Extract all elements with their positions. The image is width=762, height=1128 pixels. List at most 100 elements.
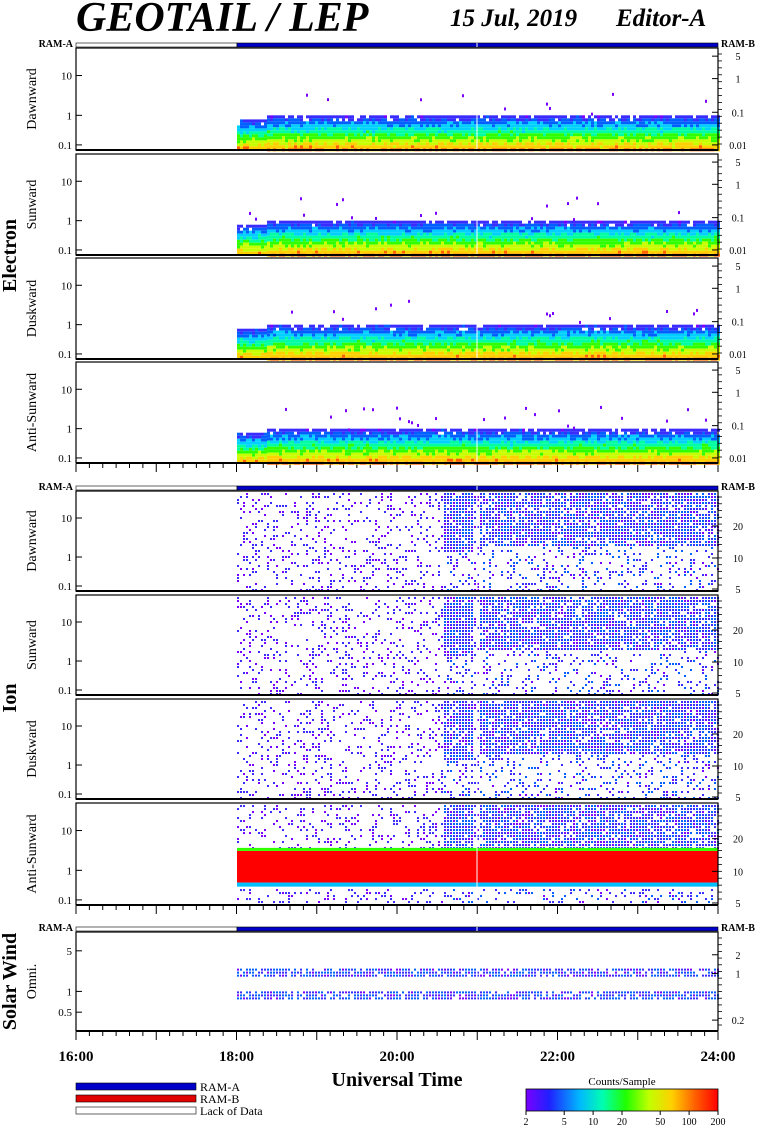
spectrogram-cell [252, 347, 255, 350]
spectrogram-cell [579, 139, 582, 142]
spectrogram-cell [300, 337, 303, 340]
spectrogram-cell [279, 248, 282, 251]
spectrogram-cell [441, 142, 444, 145]
spectrogram-cell [387, 227, 390, 230]
spectrogram-cell [426, 124, 429, 127]
spectrogram-cell [354, 245, 357, 248]
spectrogram-cell [549, 248, 552, 251]
spectrogram-cell [681, 227, 684, 230]
spectrogram-cell [360, 245, 363, 248]
spectrogram-cell [285, 331, 288, 334]
spectrogram-cell [360, 346, 363, 349]
spectrogram-cell [240, 231, 243, 234]
spectrogram-cell [339, 334, 342, 337]
spectrogram-cell [672, 127, 675, 130]
spectrogram-cell [306, 133, 309, 136]
spectrogram-cell [549, 245, 552, 248]
spectrogram-cell [585, 242, 588, 245]
spectrogram-cell [240, 347, 243, 350]
spectrogram-cell [282, 337, 285, 340]
spectrogram-cell [576, 127, 579, 130]
spectrogram-cell [318, 251, 321, 254]
spectrogram-cell [246, 228, 249, 231]
spectrogram-cell [336, 127, 339, 130]
spectrogram-cell [306, 230, 309, 233]
spectrogram-cell [384, 331, 387, 334]
spectrogram-cell [411, 233, 414, 236]
spectrogram-cell [612, 136, 615, 139]
spectrogram-cell [570, 115, 573, 118]
spectrogram-cell [252, 353, 255, 356]
spectrogram-cell [408, 236, 411, 239]
spectrogram-cell [558, 224, 561, 227]
spectrogram-cell [252, 335, 255, 338]
spectrogram-cell [240, 146, 243, 149]
spectrogram-cell [402, 121, 405, 124]
spectrogram-cell [309, 133, 312, 136]
spectrogram-cell [417, 145, 420, 148]
spectrogram-cell [684, 221, 687, 224]
spectrogram-cell [468, 340, 471, 343]
spectrogram-cell [306, 124, 309, 127]
spectrogram-cell [525, 245, 528, 248]
spectrogram-cell [522, 127, 525, 130]
spectrogram-cell [354, 236, 357, 239]
spectrogram-cell [330, 127, 333, 130]
spectrogram-cell [249, 119, 252, 122]
spectrogram-cell [306, 239, 309, 242]
spectrogram-cell [564, 236, 567, 239]
spectrogram-cell [447, 121, 450, 124]
spectrogram-cell [489, 337, 492, 340]
spectrogram-cell [426, 133, 429, 136]
spectrogram-cell [345, 121, 348, 124]
spectrogram-cell [303, 142, 306, 145]
spectrogram-cell [348, 248, 351, 251]
spectrogram-cell [561, 239, 564, 242]
spectrogram-cell [657, 136, 660, 139]
spectrogram-cell [327, 221, 330, 224]
spectrogram-cell [513, 221, 516, 224]
spectrogram-cell [345, 236, 348, 239]
spectrogram-cell [393, 242, 396, 245]
spectrogram-cell [291, 142, 294, 145]
spectrogram-cell [597, 145, 600, 148]
spectrogram-cell [468, 355, 471, 358]
spectrogram-cell [462, 343, 465, 346]
spectrogram-cell [543, 233, 546, 236]
spectrogram-cell [435, 239, 438, 242]
spectrogram-cell [678, 139, 681, 142]
spectrogram-cell [711, 239, 714, 242]
spectrogram-cell [603, 245, 606, 248]
spectrogram-cell [279, 145, 282, 148]
spectrogram-cell [699, 230, 702, 233]
spectrogram-cell [432, 124, 435, 127]
spectrogram-cell [612, 145, 615, 148]
spectrogram-cell [555, 142, 558, 145]
spectrogram-cell [435, 233, 438, 236]
spectrogram-cell [462, 355, 465, 358]
spectrogram-cell [528, 239, 531, 242]
spectrogram-cell [258, 231, 261, 234]
spectrogram-cell [525, 230, 528, 233]
spectrogram-cell [366, 145, 369, 148]
spectrogram-cell [387, 121, 390, 124]
spectrogram-cell [288, 239, 291, 242]
spectrogram-cell [270, 334, 273, 337]
spectrogram-cell [282, 251, 285, 254]
spectrogram-cell [483, 343, 486, 346]
spectrogram-cell [381, 127, 384, 130]
spectrogram-cell [402, 248, 405, 251]
spectrogram-cell [705, 133, 708, 136]
spectrogram-cell [648, 136, 651, 139]
spectrogram-cell [657, 224, 660, 227]
spectrogram-cell [450, 145, 453, 148]
spectrogram-cell [537, 130, 540, 133]
spectrogram-cell [441, 230, 444, 233]
spectrogram-cell [525, 224, 528, 227]
spectrogram-cell [294, 355, 297, 358]
spectrogram-cell [693, 145, 696, 148]
spectrogram-cell [426, 130, 429, 133]
spectrogram-cell [306, 145, 309, 148]
spectrogram-cell [411, 142, 414, 145]
spectrogram-cell [267, 328, 270, 331]
